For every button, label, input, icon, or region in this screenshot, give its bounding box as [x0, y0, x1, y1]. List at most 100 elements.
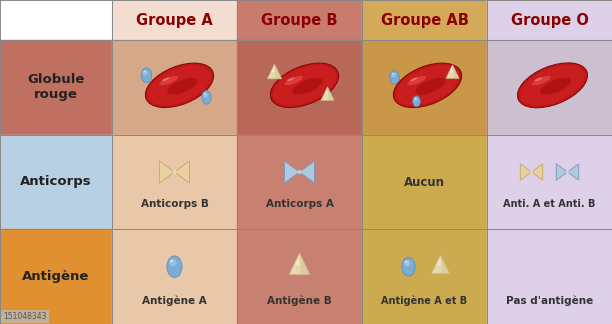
- Polygon shape: [567, 164, 579, 180]
- Bar: [0, 0, 112, 40]
- Ellipse shape: [144, 71, 146, 72]
- Ellipse shape: [292, 78, 323, 95]
- Ellipse shape: [173, 170, 176, 174]
- Ellipse shape: [204, 93, 206, 95]
- Polygon shape: [520, 164, 531, 180]
- Ellipse shape: [530, 170, 533, 174]
- Text: Groupe O: Groupe O: [510, 13, 588, 28]
- Ellipse shape: [143, 70, 148, 75]
- Polygon shape: [267, 64, 282, 79]
- Ellipse shape: [415, 78, 446, 95]
- Bar: [487, 0, 612, 40]
- Polygon shape: [299, 161, 315, 183]
- Ellipse shape: [202, 91, 211, 104]
- Polygon shape: [431, 255, 450, 274]
- Ellipse shape: [396, 65, 459, 105]
- Polygon shape: [275, 64, 282, 79]
- Ellipse shape: [148, 65, 211, 105]
- Bar: [112, 229, 237, 324]
- Polygon shape: [299, 253, 310, 275]
- Polygon shape: [174, 161, 190, 183]
- Polygon shape: [271, 66, 275, 72]
- Ellipse shape: [414, 98, 417, 101]
- Bar: [487, 40, 612, 135]
- Text: Groupe AB: Groupe AB: [381, 13, 468, 28]
- Bar: [237, 135, 362, 229]
- Polygon shape: [452, 65, 459, 78]
- Bar: [237, 40, 362, 135]
- Ellipse shape: [273, 65, 336, 105]
- Ellipse shape: [271, 63, 338, 108]
- Text: 151048343: 151048343: [3, 312, 47, 321]
- Polygon shape: [531, 164, 543, 180]
- Bar: [237, 0, 362, 40]
- Ellipse shape: [285, 76, 303, 85]
- Ellipse shape: [405, 261, 407, 263]
- Bar: [112, 0, 237, 40]
- Ellipse shape: [394, 63, 461, 108]
- Polygon shape: [441, 255, 450, 274]
- Text: Anti. A et Anti. B: Anti. A et Anti. B: [503, 199, 595, 209]
- Ellipse shape: [160, 76, 178, 85]
- Ellipse shape: [392, 73, 394, 75]
- Ellipse shape: [414, 98, 416, 99]
- Ellipse shape: [170, 260, 173, 262]
- Polygon shape: [449, 67, 453, 72]
- Polygon shape: [556, 164, 567, 180]
- Bar: [362, 135, 487, 229]
- Ellipse shape: [412, 96, 420, 107]
- Ellipse shape: [404, 260, 410, 266]
- Bar: [112, 135, 237, 229]
- Bar: [237, 229, 362, 324]
- Bar: [362, 40, 487, 135]
- Polygon shape: [321, 87, 334, 100]
- Ellipse shape: [535, 77, 542, 81]
- Text: Anticorps B: Anticorps B: [141, 199, 209, 209]
- Bar: [362, 229, 487, 324]
- Ellipse shape: [532, 76, 551, 85]
- Polygon shape: [285, 161, 299, 183]
- Bar: [0, 135, 112, 229]
- Ellipse shape: [167, 256, 182, 277]
- Ellipse shape: [518, 63, 588, 108]
- Ellipse shape: [170, 259, 176, 266]
- Bar: [0, 40, 112, 135]
- Bar: [487, 229, 612, 324]
- Text: Pas d'antigène: Pas d'antigène: [506, 295, 593, 306]
- Ellipse shape: [402, 257, 415, 276]
- Text: Antigène A et B: Antigène A et B: [381, 295, 468, 306]
- Polygon shape: [446, 65, 459, 78]
- Ellipse shape: [287, 77, 294, 81]
- Ellipse shape: [566, 170, 569, 174]
- Polygon shape: [324, 89, 328, 94]
- Ellipse shape: [540, 78, 571, 95]
- Polygon shape: [160, 161, 174, 183]
- Text: Anticorps A: Anticorps A: [266, 199, 334, 209]
- Text: Antigène: Antigène: [22, 270, 90, 283]
- Text: Groupe B: Groupe B: [261, 13, 338, 28]
- Bar: [112, 40, 237, 135]
- Ellipse shape: [146, 63, 214, 108]
- Ellipse shape: [520, 65, 584, 105]
- Text: Antigène A: Antigène A: [142, 295, 207, 306]
- Polygon shape: [436, 258, 441, 265]
- Ellipse shape: [297, 170, 301, 174]
- Text: Groupe A: Groupe A: [136, 13, 213, 28]
- Ellipse shape: [391, 73, 396, 77]
- Bar: [487, 135, 612, 229]
- Text: Antigène B: Antigène B: [267, 295, 332, 306]
- Ellipse shape: [167, 78, 198, 95]
- Ellipse shape: [203, 93, 207, 97]
- Polygon shape: [289, 253, 310, 275]
- Bar: [0, 229, 112, 324]
- Ellipse shape: [390, 71, 399, 84]
- Text: Anticorps: Anticorps: [20, 176, 92, 189]
- Polygon shape: [295, 256, 300, 265]
- Ellipse shape: [410, 77, 417, 81]
- Ellipse shape: [408, 76, 426, 85]
- Text: Globule
rouge: Globule rouge: [28, 73, 84, 101]
- Text: Aucun: Aucun: [404, 176, 445, 189]
- Bar: [362, 0, 487, 40]
- Ellipse shape: [141, 68, 152, 83]
- Ellipse shape: [162, 77, 170, 81]
